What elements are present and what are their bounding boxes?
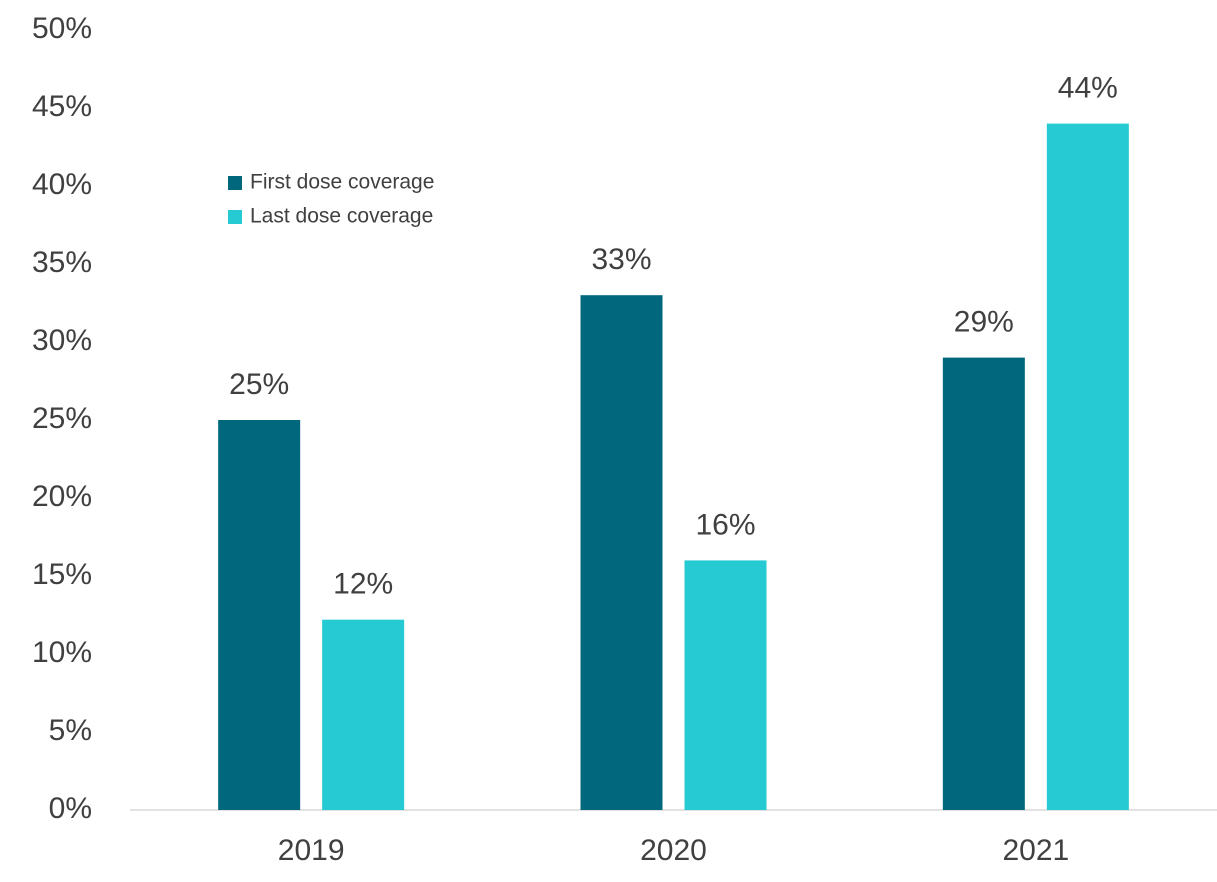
x-tick-label: 2019 [278,834,345,867]
value-label: 29% [954,306,1014,339]
bar [942,357,1025,810]
value-label: 33% [591,243,651,276]
y-tick-label: 10% [32,636,92,669]
y-tick-label: 0% [49,792,92,825]
x-tick-label: 2020 [640,834,707,867]
y-tick-label: 5% [49,714,92,747]
y-tick-label: 15% [32,558,92,591]
y-tick-label: 45% [32,90,92,123]
value-label: 12% [333,568,393,601]
y-tick-label: 20% [32,480,92,513]
bar [580,295,663,810]
value-label: 16% [695,508,755,541]
x-tick-label: 2021 [1002,834,1069,867]
legend-label: Last dose coverage [250,205,433,228]
y-tick-label: 35% [32,246,92,279]
y-tick-label: 25% [32,402,92,435]
legend-swatch [228,210,242,224]
y-tick-label: 30% [32,324,92,357]
value-label: 44% [1058,72,1118,105]
bar [684,560,767,810]
bar [322,619,405,810]
legend-label: First dose coverage [250,171,434,194]
value-label: 25% [229,368,289,401]
y-tick-label: 50% [32,12,92,45]
y-tick-label: 40% [32,168,92,201]
bar [218,420,301,810]
bar [1046,123,1129,811]
legend-swatch [228,176,242,190]
